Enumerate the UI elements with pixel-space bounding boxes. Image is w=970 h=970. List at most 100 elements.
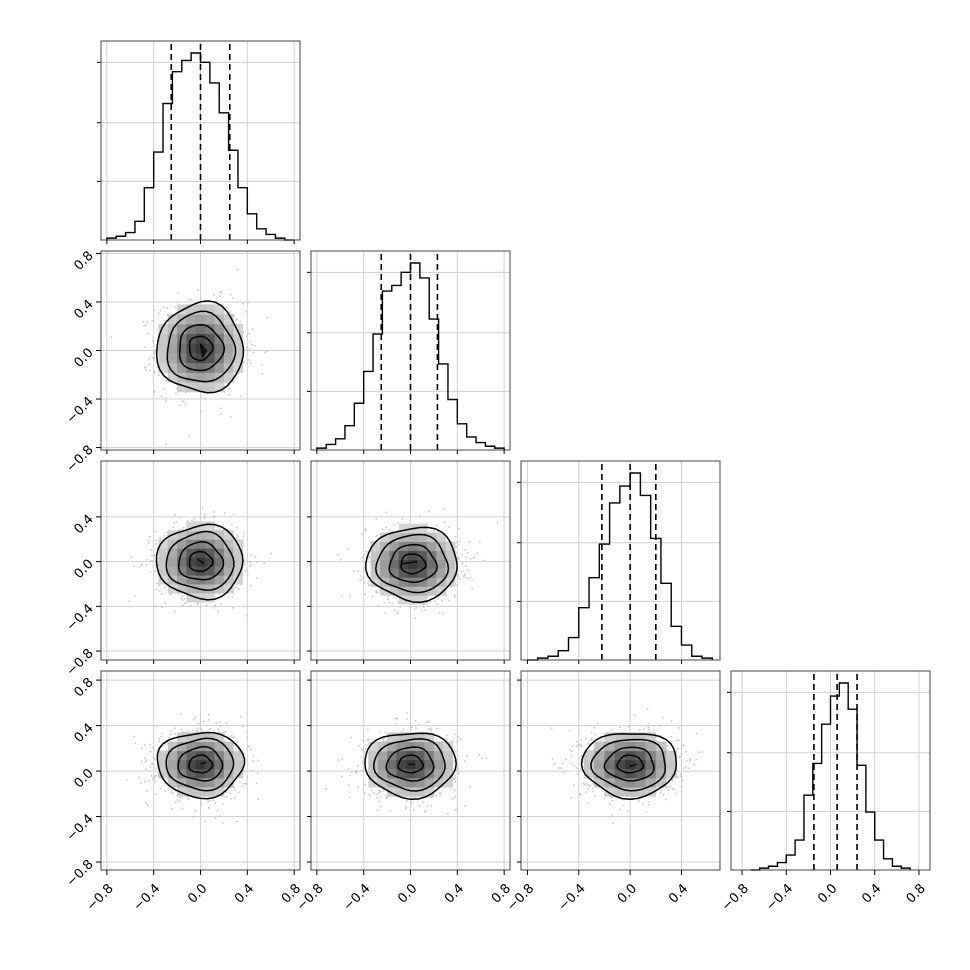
scatter-point	[235, 536, 237, 539]
panel-frame	[520, 460, 721, 661]
scatter-point	[226, 382, 229, 385]
density-cell	[186, 382, 197, 393]
density-cell	[167, 539, 178, 549]
scatter-point	[466, 577, 468, 580]
scatter-point	[469, 576, 472, 579]
scatter-point	[432, 529, 435, 532]
scatter-point	[456, 808, 458, 811]
density-cell	[186, 768, 197, 779]
scatter-point	[412, 796, 415, 799]
scatter-point	[357, 764, 359, 767]
scatter-point	[144, 367, 146, 369]
scatter-point	[451, 797, 454, 800]
density-cell	[205, 759, 216, 770]
density-cell	[205, 343, 216, 354]
density-cell	[415, 732, 426, 743]
scatter-point	[197, 730, 200, 733]
density-cell	[398, 523, 409, 534]
scatter-point	[134, 595, 136, 598]
scatter-point	[388, 601, 391, 604]
histogram-step	[527, 472, 713, 661]
contour-line	[165, 737, 235, 792]
scatter-point	[375, 518, 378, 520]
scatter-point	[143, 346, 146, 349]
scatter-point	[369, 794, 372, 797]
scatter-point	[227, 596, 230, 599]
scatter-point	[396, 718, 398, 720]
scatter-point	[174, 306, 177, 309]
scatter-point	[141, 564, 144, 567]
contour-line	[165, 530, 235, 591]
density-cell	[177, 343, 187, 354]
density-cell	[389, 577, 400, 587]
scatter-point	[155, 588, 158, 591]
density-cell	[377, 768, 388, 779]
scatter-point	[252, 754, 255, 757]
density-cell	[426, 541, 437, 551]
density-cell	[436, 586, 447, 596]
scatter-point	[424, 609, 426, 611]
scatter-point	[393, 609, 396, 612]
density-cell	[377, 759, 388, 770]
scatter-point	[176, 292, 179, 294]
density-cell	[417, 523, 428, 534]
scatter-point	[163, 388, 166, 390]
scatter-point	[159, 787, 162, 790]
scatter-point	[125, 778, 128, 781]
scatter-point	[195, 723, 198, 726]
scatter-point	[239, 781, 241, 784]
scatter-point	[172, 792, 174, 795]
scatter-point	[149, 356, 152, 359]
scatter-point	[362, 576, 365, 579]
scatter-point	[155, 767, 158, 770]
density-cell	[233, 352, 244, 364]
scatter-point	[456, 740, 459, 743]
scatter-point	[169, 733, 172, 736]
scatter-point	[202, 730, 204, 733]
scatter-point	[156, 366, 159, 368]
density-cell	[214, 539, 225, 549]
scatter-point	[250, 554, 253, 557]
scatter-point	[435, 794, 438, 797]
density-cell	[205, 777, 216, 788]
scatter-point	[190, 604, 192, 607]
scatter-point	[357, 786, 360, 788]
scatter-point	[439, 793, 442, 796]
scatter-point	[429, 600, 432, 603]
scatter-point	[454, 535, 457, 538]
density-cell	[433, 759, 444, 770]
scatter-point	[154, 530, 157, 533]
scatter-point	[427, 728, 430, 731]
scatter-point	[158, 740, 161, 743]
scatter-point	[138, 776, 141, 779]
scatter-point	[158, 737, 161, 740]
scatter-point	[591, 787, 594, 790]
scatter-point	[164, 400, 167, 403]
density-cell	[223, 372, 234, 383]
scatter-point	[164, 743, 167, 745]
density-cell	[233, 333, 244, 344]
scatter-point	[183, 597, 186, 600]
scatter-point	[153, 554, 156, 557]
density-cell	[186, 323, 197, 335]
scatter-point	[146, 558, 148, 561]
scatter-point	[156, 724, 159, 727]
density-cell	[205, 732, 216, 743]
scatter-point	[159, 536, 161, 539]
histogram-panel-0	[97, 40, 301, 241]
scatter-point	[214, 817, 217, 820]
scatter-point	[204, 820, 206, 823]
density-cell	[167, 362, 178, 373]
scatter-point	[194, 810, 197, 812]
density-cell	[387, 759, 397, 770]
density-cell	[214, 741, 225, 752]
contour-line	[373, 738, 446, 792]
scatter-point	[459, 738, 462, 741]
scatter-point	[480, 757, 483, 760]
density-cell	[370, 577, 381, 587]
density-cell	[387, 741, 397, 752]
histogram-panel-3	[727, 670, 931, 871]
scatter-point	[454, 781, 457, 784]
density-cell	[177, 323, 187, 335]
